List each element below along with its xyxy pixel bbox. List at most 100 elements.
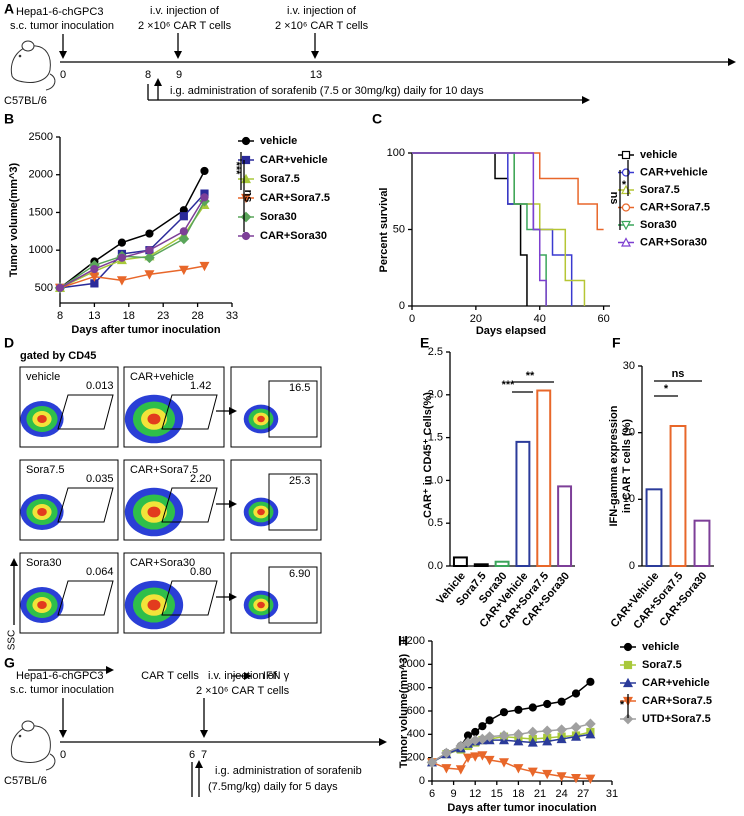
timeline-a: Hepa1-6-chGPC3 s.c. tumor inoculation 0 … <box>4 5 736 107</box>
day: 8 <box>145 69 151 81</box>
x-tick-label: 9 <box>451 788 457 800</box>
bar <box>515 440 531 568</box>
legend-label: Sora30 <box>260 211 297 223</box>
data-point <box>557 697 566 706</box>
survival-curve <box>412 152 604 231</box>
flow-label: vehicle <box>26 371 60 383</box>
legend-label: vehicle <box>260 135 297 147</box>
y-tick-label: 30 <box>623 360 635 372</box>
data-point <box>441 764 452 774</box>
mouse-tail <box>45 73 56 91</box>
data-point <box>90 264 99 274</box>
data-point <box>585 729 596 739</box>
y-tick-label: 0 <box>399 300 405 312</box>
y-tick-label: 1.0 <box>428 474 443 486</box>
legend-label: CAR+Sora7.5 <box>260 192 330 204</box>
x-tick-label: 23 <box>157 310 169 322</box>
data-point <box>145 229 154 238</box>
significance: ns <box>608 192 620 205</box>
series-line <box>59 170 206 289</box>
flow-value: 16.5 <box>289 382 310 394</box>
treatment: i.g. administration of sorafenib (7.5 or… <box>170 85 484 97</box>
data-point <box>200 193 209 202</box>
cell-line: Hepa1-6-chGPC3 <box>16 670 103 682</box>
legend-marker <box>622 713 634 725</box>
y-axis-label: in CAR T cells (%) <box>621 419 633 513</box>
data-point <box>498 730 510 741</box>
day: 0 <box>60 749 66 761</box>
panel-letter: H <box>398 633 408 649</box>
flow-value: 6.90 <box>289 568 310 580</box>
y-tick-label: 1000 <box>401 658 425 670</box>
significance: * <box>620 699 625 711</box>
y-tick-label: 1500 <box>29 206 53 218</box>
data-point <box>514 705 523 714</box>
significance: ** <box>526 370 535 382</box>
flow-value: 25.3 <box>289 475 310 487</box>
legend-marker <box>621 203 631 212</box>
x-tick-label: 13 <box>88 310 100 322</box>
data-point <box>586 677 595 686</box>
flow-value: 0.035 <box>86 473 114 485</box>
data-point <box>55 283 65 293</box>
y-tick-label: 200 <box>407 752 425 764</box>
bar <box>645 488 663 568</box>
significance: ns <box>242 190 254 203</box>
legend-label: CAR+vehicle <box>640 166 708 178</box>
legend-label: CAR+Sora7.5 <box>640 201 710 213</box>
treatment: (7.5mg/kg) daily for 5 days <box>208 781 338 793</box>
flow-label: CAR+vehicle <box>130 371 194 383</box>
strain: C57BL/6 <box>4 95 47 107</box>
flow-gate <box>57 487 114 523</box>
data-point <box>513 736 524 746</box>
y-tick-label: 2.5 <box>428 346 443 358</box>
survival-curve <box>412 152 547 306</box>
panel-letter: D <box>4 335 14 351</box>
cell-line: s.c. tumor inoculation <box>10 20 114 32</box>
legend-label: CAR+vehicle <box>642 677 710 689</box>
injection: i.v. injection of <box>287 5 357 17</box>
y-tick-label: 100 <box>387 147 405 159</box>
legend-label: CAR+Sora30 <box>260 230 327 242</box>
injection: 2 ×10⁶ CAR T cells <box>275 20 369 32</box>
series-line <box>431 731 591 763</box>
flow-label: CAR+Sora7.5 <box>130 464 198 476</box>
data-point <box>499 758 509 768</box>
data-point <box>542 769 553 780</box>
legend-label: Sora7.5 <box>642 659 682 671</box>
timeline-g: Hepa1-6-chGPC3 s.c. tumor inoculation 0 … <box>4 670 387 797</box>
data-point <box>570 721 582 733</box>
axis-label: CAR T cells <box>141 670 199 682</box>
series-line <box>59 196 206 289</box>
panel-letter: C <box>372 111 382 127</box>
legend-marker <box>241 231 251 241</box>
y-axis-label: Percent survival <box>378 188 390 273</box>
injection: i.v. injection of <box>150 5 220 17</box>
flow-gate <box>161 487 218 523</box>
strain: C57BL/6 <box>4 775 47 787</box>
data-point <box>178 233 190 245</box>
panel-letter: G <box>4 655 15 671</box>
mouse-icon <box>10 40 56 91</box>
legend-marker <box>621 237 631 247</box>
x-tick-label: 33 <box>226 310 238 322</box>
cell-line: Hepa1-6-chGPC3 <box>16 6 103 18</box>
x-axis-label: Days after tumor inoculation <box>71 324 220 336</box>
x-tick-label: 12 <box>469 788 481 800</box>
day: 9 <box>176 69 182 81</box>
y-tick-label: 10 <box>623 493 635 505</box>
x-tick-label: 15 <box>491 788 503 800</box>
significance: * <box>622 179 627 191</box>
flow-gate <box>268 380 318 438</box>
legend-label: Sora30 <box>640 219 677 231</box>
x-axis-label: Days elapsed <box>476 325 546 337</box>
data-point <box>426 756 438 768</box>
day: 13 <box>310 69 322 81</box>
flow-value: 0.80 <box>190 566 211 578</box>
mouse-ear <box>21 40 35 52</box>
legend-marker <box>623 677 633 688</box>
data-point <box>455 740 467 752</box>
legend-label: vehicle <box>642 641 679 653</box>
cell-line: s.c. tumor inoculation <box>10 684 114 696</box>
data-point <box>463 753 473 763</box>
